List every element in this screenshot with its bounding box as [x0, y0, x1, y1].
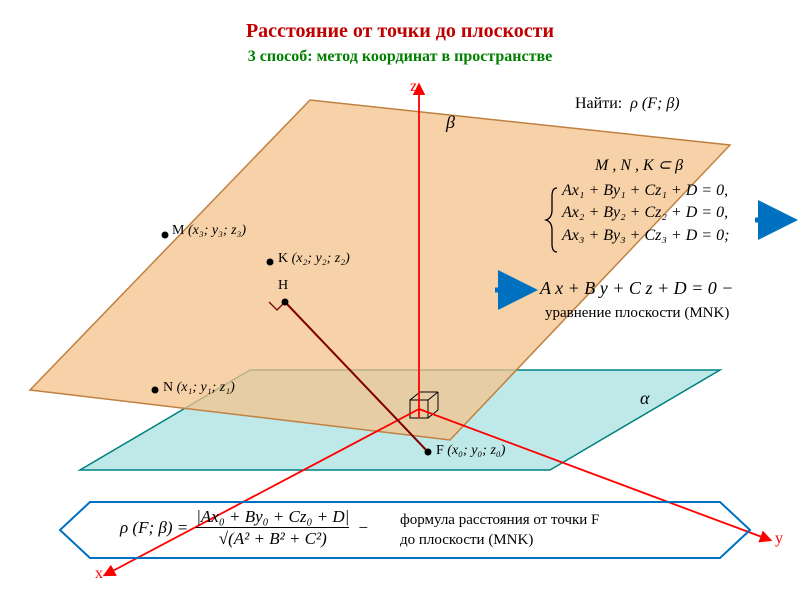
point-m	[162, 232, 169, 239]
label-h: H	[278, 278, 288, 294]
distance-formula: ρ (F; β) = |Ax₀ + By₀ + Cz₀ + D| √(A² + …	[120, 508, 369, 548]
axis-label-y: y	[775, 530, 783, 548]
point-k	[267, 259, 274, 266]
label-f: F (x₀; y₀; z₀)	[436, 443, 505, 459]
axis-label-x: x	[95, 565, 103, 583]
equation-system: Ax₁ + By₁ + Cz₁ + D = 0, Ax₂ + By₂ + Cz₂…	[562, 180, 729, 247]
subset-line: M , N , K ⊂ β	[595, 155, 683, 175]
axis-label-z: z	[410, 78, 417, 96]
find-block: Найти: ρ (F; β)	[575, 95, 680, 113]
point-h	[282, 299, 289, 306]
point-f	[425, 449, 432, 456]
formula-desc-2: до плоскости (MNK)	[400, 532, 533, 549]
label-m: M (x₃; y₃; z₃)	[172, 223, 246, 239]
plane-label-beta: β	[446, 112, 455, 133]
point-n	[152, 387, 159, 394]
plane-label-alpha: α	[640, 388, 649, 409]
plane-equation-desc: уравнение плоскости (MNK)	[545, 305, 729, 322]
plane-equation: A x + B y + C z + D = 0 −	[540, 278, 733, 299]
formula-desc-1: формула расстояния от точки F	[400, 512, 599, 529]
label-k: K (x₂; y₂; z₂)	[278, 251, 350, 267]
label-n: N (x₁; y₁; z₁)	[163, 380, 235, 396]
